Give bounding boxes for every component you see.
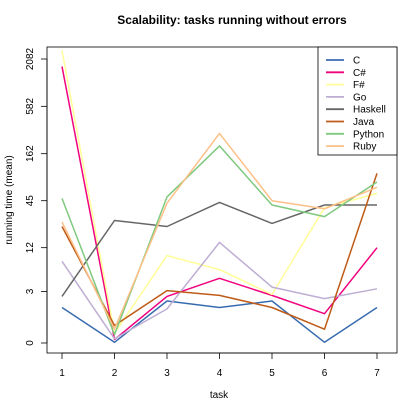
y-tick-label: 162: [25, 145, 36, 162]
x-tick-label: 5: [269, 368, 275, 379]
legend-label: Go: [353, 92, 367, 103]
series-line-ruby: [61, 132, 378, 330]
x-tick-label: 1: [59, 368, 65, 379]
legend-label: Ruby: [353, 142, 376, 153]
y-axis-label: running time (mean): [4, 155, 15, 244]
series-line-haskell: [61, 201, 377, 297]
y-tick-label: 2082: [25, 47, 36, 70]
x-tick-label: 6: [322, 368, 328, 379]
legend-label: C#: [353, 68, 366, 79]
series-lines: [61, 50, 378, 344]
series-line-java: [61, 173, 378, 330]
legend-label: Java: [353, 117, 375, 128]
x-tick-label: 7: [374, 368, 380, 379]
legend-label: Haskell: [353, 105, 386, 116]
y-tick-label: 12: [25, 242, 36, 254]
x-tick-label: 4: [217, 368, 223, 379]
legend-label: Python: [353, 129, 384, 140]
legend-label: C: [353, 56, 360, 67]
legend-box: [317, 46, 398, 156]
x-axis: 1 2 3 4 5 6 7: [59, 352, 380, 379]
y-tick-label: 582: [25, 98, 36, 115]
x-axis-label: task: [210, 390, 229, 401]
series-line-go: [61, 241, 378, 340]
series-line-python: [61, 145, 378, 336]
y-axis: 0 3 12 45 162 582 2082: [25, 47, 48, 346]
series-line-c: [61, 300, 378, 344]
x-tick-label: 3: [164, 368, 170, 379]
y-tick-label: 0: [25, 340, 36, 346]
x-tick-label: 2: [112, 368, 118, 379]
y-tick-label: 3: [25, 288, 36, 294]
chart-title: Scalability: tasks running without error…: [117, 13, 347, 27]
y-tick-label: 45: [25, 195, 36, 207]
legend-label: F#: [353, 80, 365, 91]
